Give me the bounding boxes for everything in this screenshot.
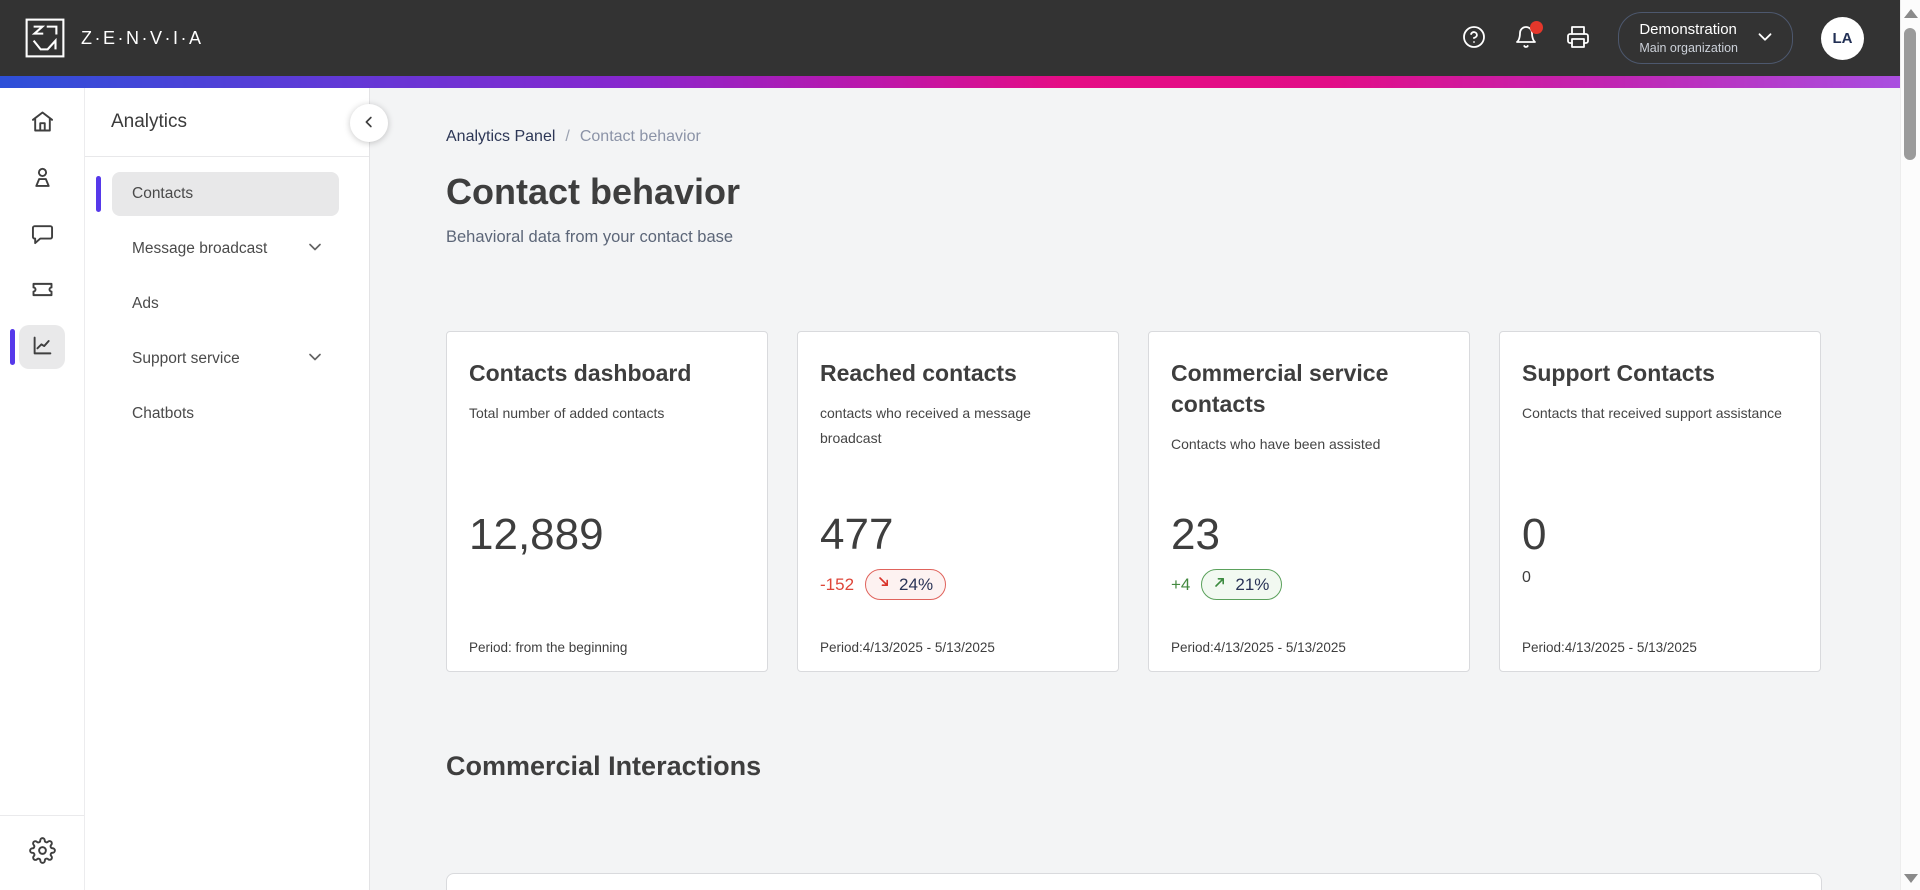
card-description: Contacts that received support assistanc… <box>1522 405 1782 422</box>
rail-item-conversations[interactable] <box>19 213 65 257</box>
kpi-card-support-contacts: Support Contacts Contacts that received … <box>1499 331 1821 672</box>
sidebar-item-label: Support service <box>132 350 240 367</box>
card-description: Total number of added contacts <box>469 405 665 422</box>
card-value: 23 <box>1171 510 1220 559</box>
sidebar-item-message-broadcast[interactable]: Message broadcast <box>112 227 339 271</box>
rail-item-contacts[interactable] <box>19 157 65 201</box>
help-icon <box>1462 25 1486 52</box>
chevron-down-icon <box>305 347 325 372</box>
section-title-commercial-interactions: Commercial Interactions <box>446 751 762 781</box>
brand-gradient-bar <box>0 76 1900 88</box>
organization-text: Demonstration Main organization <box>1639 20 1738 56</box>
scrollbar-thumb[interactable] <box>1904 28 1916 160</box>
sidebar-item-label: Chatbots <box>132 405 195 422</box>
kpi-card-reached-contacts: Reached contacts contacts who received a… <box>797 331 1119 672</box>
rail-item-settings[interactable] <box>19 830 65 874</box>
icon-rail <box>0 88 85 890</box>
sidebar-item-ads[interactable]: Ads <box>112 282 339 326</box>
card-value: 477 <box>820 510 894 559</box>
rail-item-home[interactable] <box>19 101 65 145</box>
card-delta-row: +4 21% <box>1171 569 1283 600</box>
sidebar: Analytics Contacts Message broadcast <box>85 88 388 890</box>
organization-subtitle: Main organization <box>1639 40 1738 55</box>
bell-icon <box>1514 25 1538 52</box>
sidebar-item-support-service[interactable]: Support service <box>112 337 339 381</box>
scrollbar-up-arrow[interactable] <box>1904 9 1918 18</box>
line-chart-icon <box>29 332 56 362</box>
topbar: Z·E·N·V·I·A Demonstration <box>0 0 1900 76</box>
breadcrumb-current: Contact behavior <box>579 128 701 145</box>
zenvia-logo-icon <box>24 17 66 59</box>
notifications-button[interactable] <box>1514 20 1544 52</box>
card-period: Period: from the beginning <box>469 640 628 655</box>
commercial-interactions-card <box>446 873 1822 890</box>
home-icon <box>29 108 56 138</box>
card-title: Commercial service contacts <box>1171 360 1389 418</box>
card-description: contacts who received a message broadcas… <box>820 405 1031 447</box>
sidebar-collapse-button[interactable] <box>350 104 388 142</box>
printer-icon <box>1566 25 1590 52</box>
card-description: Contacts who have been assisted <box>1171 436 1381 453</box>
card-delta-row: 0 <box>1522 569 1531 587</box>
sidebar-item-label: Contacts <box>132 185 194 202</box>
sidebar-item-chatbots[interactable]: Chatbots <box>112 392 339 436</box>
chevron-down-icon <box>1754 26 1776 51</box>
contacts-icon <box>29 164 56 194</box>
sidebar-item-label: Ads <box>132 295 159 312</box>
trend-percent: 24% <box>899 574 934 594</box>
arrow-up-right-icon <box>1212 574 1228 595</box>
notification-dot-badge <box>1530 20 1544 34</box>
sidebar-menu: Contacts Message broadcast Ads Support s… <box>85 172 369 436</box>
help-button[interactable] <box>1462 25 1486 52</box>
organization-switcher[interactable]: Demonstration Main organization <box>1618 12 1793 64</box>
card-title: Reached contacts <box>820 360 1017 386</box>
ticket-icon <box>29 276 56 306</box>
collapse-chevron-icon <box>360 113 378 134</box>
brand-text: Z·E·N·V·I·A <box>81 27 204 48</box>
trend-badge-negative: 24% <box>865 569 947 600</box>
delta-value: +4 <box>1171 574 1191 594</box>
sidebar-header: Analytics <box>85 88 369 157</box>
kpi-card-contacts-dashboard: Contacts dashboard Total number of added… <box>446 331 768 672</box>
gear-icon <box>28 837 56 867</box>
window-scrollbar[interactable] <box>1900 0 1920 890</box>
card-title: Support Contacts <box>1522 360 1715 386</box>
delta-value: 0 <box>1522 569 1531 586</box>
breadcrumb-parent-link[interactable]: Analytics Panel <box>446 128 556 145</box>
chat-icon <box>29 220 56 250</box>
breadcrumb: Analytics Panel / Contact behavior <box>446 128 1823 146</box>
trend-percent: 21% <box>1235 574 1270 594</box>
page-title: Contact behavior <box>446 171 741 212</box>
kpi-cards-row: Contacts dashboard Total number of added… <box>446 331 1823 672</box>
card-value: 12,889 <box>469 510 604 559</box>
print-button[interactable] <box>1566 25 1590 52</box>
delta-value: -152 <box>820 574 855 594</box>
card-delta-row: -152 24% <box>820 569 947 600</box>
trend-badge-positive: 21% <box>1201 569 1283 600</box>
sidebar-item-label: Message broadcast <box>132 240 268 257</box>
organization-name: Demonstration <box>1639 21 1737 39</box>
arrow-down-right-icon <box>876 574 892 595</box>
main-content: Analytics Panel / Contact behavior Conta… <box>370 88 1900 890</box>
card-title: Contacts dashboard <box>469 360 692 386</box>
card-period: Period:4/13/2025 - 5/13/2025 <box>1522 640 1697 655</box>
brand[interactable]: Z·E·N·V·I·A <box>24 17 203 59</box>
sidebar-title: Analytics <box>111 111 188 132</box>
kpi-card-commercial-service-contacts: Commercial service contacts Contacts who… <box>1148 331 1470 672</box>
page-subtitle: Behavioral data from your contact base <box>446 228 734 246</box>
rail-bottom-section <box>0 815 84 890</box>
rail-item-analytics[interactable] <box>10 325 65 369</box>
card-period: Period:4/13/2025 - 5/13/2025 <box>820 640 995 655</box>
card-period: Period:4/13/2025 - 5/13/2025 <box>1171 640 1346 655</box>
user-avatar[interactable]: LA <box>1821 16 1864 60</box>
chevron-down-icon <box>305 237 325 262</box>
scrollbar-down-arrow[interactable] <box>1904 874 1918 883</box>
breadcrumb-separator: / <box>565 128 570 145</box>
card-value: 0 <box>1522 510 1547 559</box>
topbar-actions: Demonstration Main organization LA <box>1434 12 1864 64</box>
sidebar-item-contacts[interactable]: Contacts <box>96 172 339 216</box>
body-layout: Analytics Contacts Message broadcast <box>0 88 1900 890</box>
rail-item-tickets[interactable] <box>19 269 65 313</box>
